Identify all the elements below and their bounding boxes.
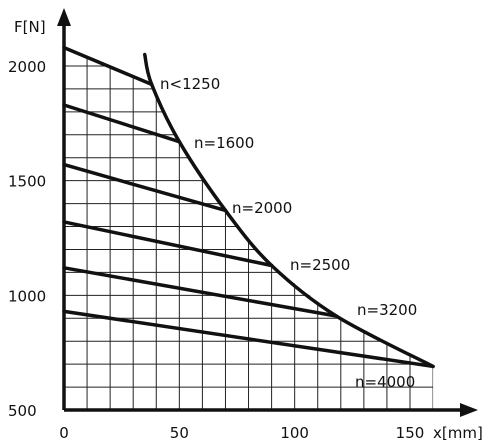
series-line-6 bbox=[62, 309, 435, 369]
y-axis-label: F[N] bbox=[14, 18, 46, 36]
series-line-4 bbox=[62, 220, 274, 268]
series-label-6: n=4000 bbox=[355, 373, 415, 391]
y-tick-label: 2000 bbox=[8, 58, 46, 76]
series-label-5: n=3200 bbox=[357, 301, 417, 319]
y-tick-label: 1500 bbox=[8, 173, 46, 191]
series-label-2: n=1600 bbox=[194, 134, 254, 152]
x-tick-label: 150 bbox=[396, 424, 425, 442]
series-line-3 bbox=[62, 162, 228, 213]
series-line-1 bbox=[62, 45, 154, 87]
series-line-5 bbox=[62, 266, 338, 318]
limit-curve bbox=[142, 52, 435, 369]
x-axis-label: x[mm] bbox=[433, 424, 483, 442]
series-label-3: n=2000 bbox=[232, 199, 292, 217]
x-axis-arrow bbox=[460, 403, 478, 417]
x-tick-label: 50 bbox=[170, 424, 189, 442]
chart-axes bbox=[57, 8, 478, 417]
series-label-1: n<1250 bbox=[160, 75, 220, 93]
y-tick-label: 500 bbox=[8, 402, 37, 420]
chart-text: 0 50 100 150 500 1000 1500 2000 F[N] x[mm] n<1250 n… bbox=[8, 18, 483, 442]
x-tick-label: 0 bbox=[59, 424, 69, 442]
y-tick-label: 1000 bbox=[8, 287, 46, 305]
series-line-2 bbox=[62, 103, 182, 144]
chart-series bbox=[62, 45, 435, 369]
x-tick-label: 100 bbox=[280, 424, 309, 442]
series-label-4: n=2500 bbox=[290, 256, 350, 274]
y-axis-arrow bbox=[57, 8, 71, 26]
